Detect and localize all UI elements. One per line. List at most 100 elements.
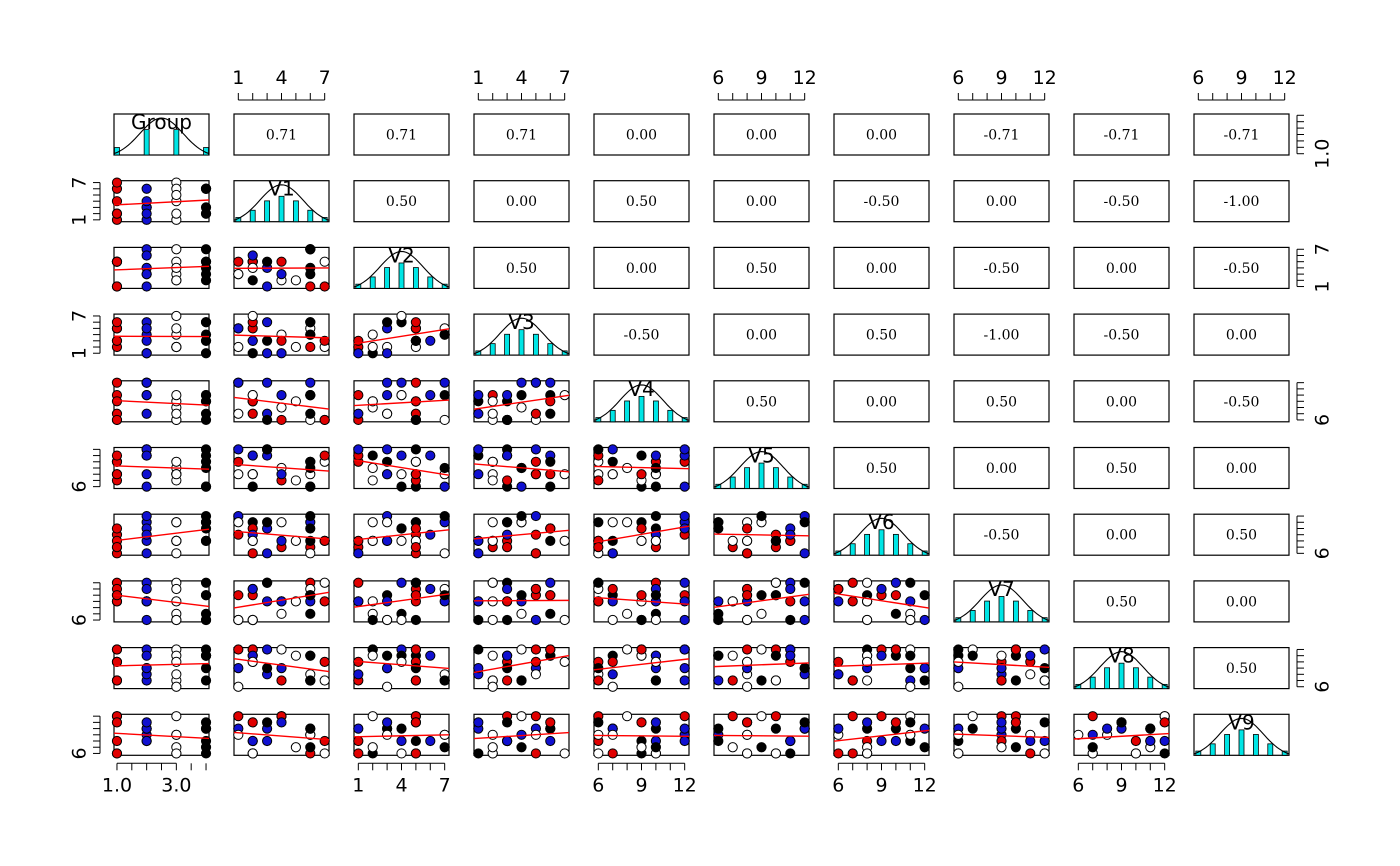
histogram-bar [1012, 600, 1019, 623]
scatter-point [262, 444, 273, 455]
scatter-point [516, 644, 527, 655]
scatter-point [200, 444, 212, 455]
panel-V1-V5: 0.00 [713, 180, 810, 223]
panel-frame [593, 113, 690, 156]
scatter-point [247, 469, 258, 480]
fit-line [233, 463, 330, 472]
scatter-point [770, 577, 781, 588]
panel-V9-Group [111, 711, 212, 759]
scatter-point [353, 408, 364, 419]
scatter-point [410, 748, 421, 759]
scatter-point [953, 748, 964, 759]
scatter-point [247, 614, 258, 626]
correlation-value: 0.50 [746, 394, 777, 410]
scatter-point [410, 377, 421, 388]
tick-label: 12 [913, 774, 937, 796]
scatter-point [473, 614, 484, 626]
correlation-value: 0.00 [626, 128, 657, 144]
panel-V7-V4 [593, 577, 690, 626]
scatter-point [650, 614, 661, 626]
scatter-point [996, 650, 1007, 661]
scatter-point [502, 529, 513, 540]
scatter-point [305, 723, 316, 734]
axis-right-V8: 6 [1296, 648, 1334, 693]
scatter-point [905, 681, 916, 692]
scatter-point [679, 644, 690, 655]
scatter-point [487, 650, 498, 661]
scatter-point [1039, 748, 1050, 759]
panel-V4-Group [111, 377, 212, 426]
correlation-value: 0.00 [1226, 328, 1257, 344]
scatter-point [141, 583, 152, 595]
fit-line [113, 265, 210, 271]
scatter-point [410, 542, 421, 553]
histogram-bar [1132, 667, 1139, 689]
scatter-point [141, 389, 152, 401]
axis-top-V1: 1 4 7 [232, 67, 331, 101]
fit-line [353, 660, 450, 670]
scatter-point [276, 414, 287, 426]
scatter-point [622, 711, 633, 722]
diagonal-label: V8 [1108, 644, 1134, 668]
scatter-point [200, 535, 212, 547]
scatter-point [905, 650, 916, 661]
scatter-point [1130, 735, 1141, 747]
scatter-point [530, 614, 541, 626]
scatter-point [847, 675, 858, 686]
histogram-bar [744, 467, 751, 489]
scatter-point [727, 535, 738, 547]
scatter-point [200, 742, 212, 753]
scatter-point [262, 735, 273, 747]
scatter-point [410, 735, 421, 747]
histogram-bar [907, 543, 914, 556]
scatter-point [111, 523, 123, 534]
scatter-point [967, 650, 978, 661]
scatter-point [141, 348, 152, 359]
tick-label: 1 [69, 214, 91, 226]
scatter-point [905, 596, 916, 607]
scatter-point [247, 548, 258, 559]
scatter-point [290, 341, 301, 353]
scatter-point [530, 377, 541, 388]
scatter-point [233, 590, 244, 601]
scatter-point [396, 377, 407, 388]
scatter-point [247, 408, 258, 419]
scatter-point [593, 596, 604, 607]
scatter-point [305, 481, 316, 492]
panel-V5-V8: 0.50 [1073, 446, 1170, 490]
scatter-point [530, 408, 541, 419]
scatter-point [559, 748, 570, 759]
scatter-point [679, 735, 690, 747]
scatter-point [305, 317, 316, 328]
scatter-point [305, 535, 316, 547]
histogram-bar [984, 600, 991, 623]
tick-label: 7 [319, 67, 331, 89]
panel-V3-V2 [353, 310, 450, 359]
histogram-bar [609, 409, 616, 423]
scatter-point [141, 650, 152, 661]
panel-V4-V9: -0.50 [1193, 380, 1290, 423]
scatter-point [559, 389, 570, 401]
histogram-bar [878, 529, 885, 556]
tick-label: 6 [952, 67, 964, 89]
panel-V2-V4: 0.00 [593, 246, 690, 289]
panel-frame [593, 180, 690, 223]
scatter-point [799, 614, 810, 626]
scatter-point [233, 729, 244, 740]
scatter-point [410, 414, 421, 426]
scatter-point [516, 389, 527, 401]
scatter-point [919, 675, 930, 686]
scatter-point [111, 317, 123, 328]
scatter-point [607, 517, 618, 528]
scatter-point [650, 535, 661, 547]
scatter-point [111, 735, 123, 747]
scatter-point [305, 675, 316, 686]
scatter-point [530, 510, 541, 522]
scatter-point [1039, 735, 1050, 747]
fit-line [833, 729, 930, 742]
panel-V3-V5: 0.00 [713, 313, 810, 356]
scatter-point [262, 644, 273, 655]
tick-label: 12 [673, 774, 697, 796]
panel-V1-V9: -1.00 [1193, 180, 1290, 223]
scatter-point [559, 535, 570, 547]
